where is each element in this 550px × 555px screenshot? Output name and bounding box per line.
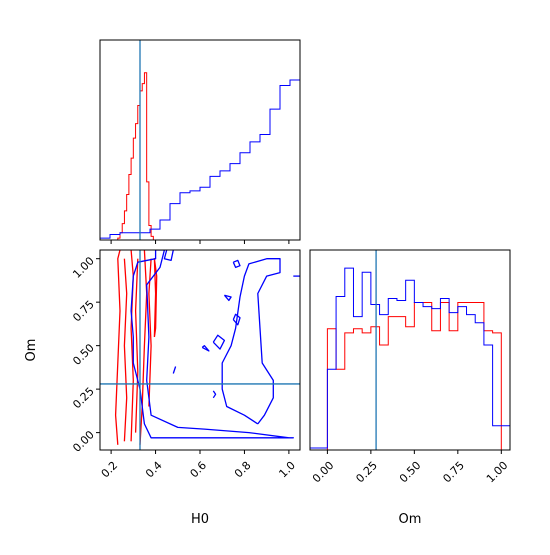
histogram-series-group	[310, 267, 510, 450]
contour-line	[139, 250, 148, 445]
y-tick-label: 1.00	[70, 254, 97, 281]
histogram-step-line	[106, 72, 156, 240]
histogram-step-line	[310, 267, 510, 450]
contour-line	[223, 294, 232, 302]
x-tick-label: 0.4	[143, 459, 165, 481]
axes-frame	[99, 249, 301, 451]
contour-H0-Om-panel: 0.00 0.25 0.50 0.75 1.00 Om 0.2 0.4 0.6 0.8 1.0 H0	[24, 249, 301, 527]
x-tick-label: 0.75	[440, 459, 467, 486]
y-tick-label: 0.75	[70, 298, 97, 325]
contour-line	[123, 258, 128, 442]
contour-line	[212, 390, 217, 399]
histogram-series-group	[100, 63, 300, 240]
contour-line	[172, 366, 177, 374]
axes-frame	[99, 39, 301, 241]
contour-line	[201, 345, 210, 352]
histogram-step-line	[100, 63, 300, 240]
y-tick-label: 0.25	[70, 385, 97, 412]
contour-line	[130, 250, 294, 439]
x-tick-label: 1.0	[276, 459, 298, 481]
contour-group	[114, 250, 300, 445]
x-tick-label: 0.6	[188, 459, 210, 481]
contour-line	[212, 334, 226, 350]
histogram-step-line	[310, 302, 510, 450]
contour-line	[148, 258, 152, 407]
y-axis-label: Om	[24, 339, 39, 362]
x-tick-label: 0.25	[353, 459, 380, 486]
axes-frame	[309, 249, 511, 451]
x-tick-label: 0.50	[397, 459, 424, 486]
contour-line	[153, 258, 158, 338]
hist-Om-panel: 0.00 0.25 0.50 0.75 1.00 Om	[309, 249, 511, 527]
y-tick-label: 0.00	[70, 428, 97, 455]
x-axis-label: Om	[399, 512, 422, 527]
contour-line	[134, 258, 139, 433]
contour-line	[232, 313, 241, 326]
contour-line	[163, 250, 174, 262]
x-tick-label: 0.00	[310, 459, 337, 486]
contour-line	[130, 250, 134, 442]
contour-line	[232, 259, 241, 269]
hist-H0-panel	[99, 39, 301, 244]
x-axis-label: H0	[191, 512, 209, 527]
contour-line	[114, 250, 121, 445]
x-tick-label: 1.00	[484, 459, 511, 486]
contour-line	[221, 258, 281, 425]
x-tick-label: 0.2	[99, 459, 121, 481]
x-tick-label: 0.8	[232, 459, 254, 481]
y-tick-label: 0.50	[70, 341, 97, 368]
